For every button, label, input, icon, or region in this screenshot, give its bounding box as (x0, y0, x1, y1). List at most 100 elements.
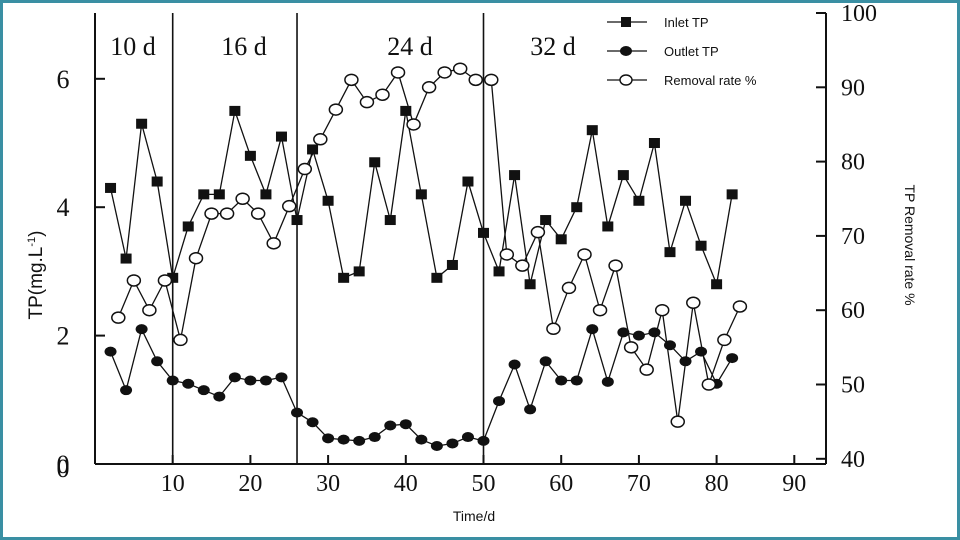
inlet-point (633, 195, 645, 206)
inlet-point (602, 221, 614, 232)
legend-label-removal: Removal rate % (664, 73, 757, 88)
phase-label: 10 d (110, 32, 156, 61)
inlet-point (478, 227, 489, 238)
outlet-point (415, 434, 428, 445)
outlet-point (399, 419, 412, 430)
y-left-tick-label: 0 (57, 450, 70, 479)
inlet-point (571, 202, 583, 213)
legend-label-inlet: Inlet TP (664, 15, 709, 30)
x-tick-label: 70 (627, 471, 651, 497)
outlet-point (244, 375, 257, 386)
outlet-point (617, 327, 630, 338)
y-right-tick-label: 90 (841, 75, 865, 101)
series-layer (104, 62, 748, 452)
x-tick-label: 30 (316, 471, 340, 497)
inlet-point (338, 272, 350, 283)
inlet-point (695, 240, 707, 251)
inlet-point (182, 221, 194, 232)
y-right-tick-label: 60 (841, 298, 865, 324)
removal-point (546, 322, 561, 336)
outlet-point (151, 356, 164, 367)
inlet-point (648, 138, 660, 148)
x-tick-label: 40 (394, 471, 418, 497)
inlet-point (726, 189, 738, 200)
removal-point (561, 281, 577, 295)
inlet-point (446, 259, 458, 270)
inlet-point (617, 170, 629, 181)
removal-point (142, 303, 157, 317)
outlet-point (586, 324, 599, 335)
inlet-point (198, 189, 210, 200)
x-axis-label: Time/d (453, 508, 495, 524)
phase-label: 32 d (530, 32, 576, 61)
outlet-point (213, 391, 226, 402)
inlet-point (493, 266, 505, 277)
removal-point (530, 225, 546, 239)
inlet-point (415, 189, 427, 200)
inlet-point (555, 234, 567, 245)
outlet-point (695, 346, 708, 357)
legend-marker-removal (619, 74, 633, 86)
y-axis-left-label-main: TP(mg.L (26, 247, 47, 320)
removal-point (608, 259, 623, 272)
outlet-point (663, 340, 676, 351)
inlet-point (151, 176, 163, 187)
removal-point (484, 73, 499, 87)
outlet-point (493, 396, 506, 407)
legend-marker-outlet (620, 46, 632, 56)
removal-point (235, 192, 250, 205)
outlet-point (508, 359, 521, 370)
outlet-point (182, 378, 195, 389)
outlet-point (291, 407, 304, 418)
removal-point (157, 274, 173, 287)
x-tick-label: 10 (161, 471, 185, 497)
removal-point (701, 378, 717, 391)
inlet-point (213, 189, 225, 200)
inlet-point (353, 266, 365, 277)
x-tick-label: 60 (549, 471, 573, 497)
y-left-tick-label-origin: 0 (57, 454, 70, 483)
x-tick-label: 90 (782, 471, 806, 497)
y-left-tick-label: 2 (57, 322, 70, 351)
inlet-point (322, 195, 334, 206)
inlet-point (586, 125, 598, 136)
y-right-tick-label: 50 (841, 373, 865, 399)
removal-point (654, 303, 670, 317)
removal-point (111, 311, 126, 324)
legend-marker-inlet (621, 17, 631, 27)
outlet-point (353, 435, 366, 446)
removal-point (592, 303, 608, 317)
removal-point (204, 207, 219, 220)
inlet-point (167, 272, 179, 283)
removal-point (188, 251, 204, 265)
inlet-point (291, 215, 303, 226)
removal-point (297, 162, 313, 176)
outlet-point (555, 375, 568, 386)
removal-point (266, 237, 281, 250)
outlet-point (446, 438, 459, 449)
outlet-point (120, 385, 133, 396)
outlet-point (461, 432, 474, 443)
removal-point (219, 207, 235, 220)
removal-point (173, 333, 188, 347)
inlet-point (120, 253, 132, 264)
inlet-point (431, 272, 443, 283)
x-tick-label: 50 (472, 471, 496, 497)
removal-point (313, 133, 328, 146)
removal-point (437, 66, 452, 79)
y-right-tick-label: 40 (841, 447, 865, 473)
text-layer: 0 2 4 6 40 50 60 70 80 90 100 10 20 30 40 50 60 70 80 90 0 10… (57, 1, 878, 497)
outlet-point (337, 434, 350, 445)
removal-point (717, 333, 732, 347)
outlet-point (322, 433, 335, 444)
inlet-point (275, 131, 287, 142)
outlet-point (197, 385, 210, 396)
y-left-tick-label: 6 (57, 65, 70, 94)
removal-point (623, 341, 639, 354)
x-tick-label: 20 (238, 471, 262, 497)
removal-point (406, 118, 421, 131)
outlet-point (228, 372, 241, 383)
removal-point (375, 88, 390, 101)
